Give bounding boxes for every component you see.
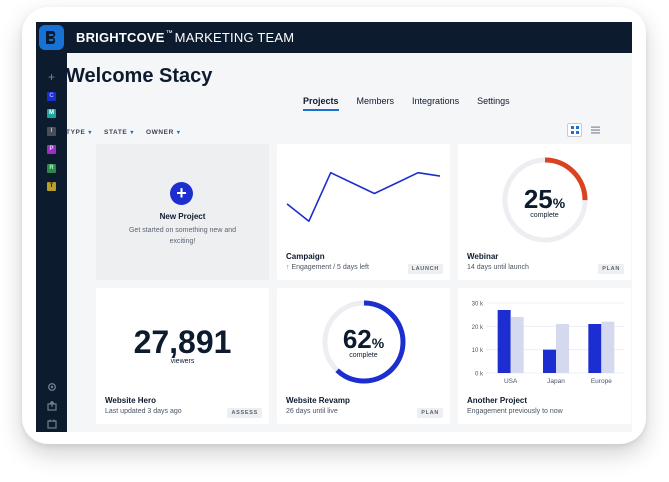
card-subtitle: ↑ Engagement / 5 days left (286, 264, 369, 271)
percent-value: 62 (342, 324, 372, 354)
ring-progress (502, 157, 588, 243)
chevron-down-icon: ▾ (88, 130, 93, 136)
viewers-count: 27,891 (133, 324, 232, 360)
status-badge: ASSESS (227, 408, 262, 418)
bar (510, 317, 524, 373)
campaign-card[interactable]: Campaign ↑ Engagement / 5 days left LAUN… (277, 144, 450, 280)
upload-icon[interactable] (44, 399, 59, 412)
team-name: MARKETING TEAM (174, 30, 295, 45)
y-tick-label: 10 k (472, 348, 484, 354)
status-badge: PLAN (417, 408, 443, 418)
view-toggle (567, 123, 603, 137)
filter-owner-label: OWNER (145, 129, 174, 136)
card-subtitle: 26 days until live (286, 408, 338, 415)
website-hero-card[interactable]: 27,891 viewers Website Hero Last updated… (96, 288, 269, 424)
campaign-line-chart (286, 171, 441, 222)
new-project-title: New Project (159, 212, 206, 221)
x-tick-label: Japan (547, 378, 565, 385)
revamp-percent: 62% (277, 324, 450, 355)
engagement-bar-chart: 30 k 20 k 10 k 0 k USA Japan Europe (472, 302, 624, 385)
workspace-chip-r[interactable]: R (47, 164, 56, 173)
website-revamp-card[interactable]: 62% complete Website Revamp 26 days unti… (277, 288, 450, 424)
bar (543, 349, 556, 373)
filter-state-label: STATE (104, 129, 128, 136)
filter-type[interactable]: TYPE ▾ (66, 129, 92, 136)
campaign-separator: / (333, 264, 336, 271)
gear-icon[interactable] (44, 380, 59, 393)
percent-sign: % (552, 195, 566, 211)
tab-settings[interactable]: Settings (477, 96, 510, 106)
y-tick-label: 20 k (472, 325, 484, 331)
card-subtitle: 14 days until launch (467, 264, 529, 271)
y-tick-label: 30 k (472, 302, 484, 308)
page-title: Welcome Stacy (66, 65, 213, 87)
status-badge: LAUNCH (407, 264, 443, 274)
trend-up-icon: ↑ (286, 264, 290, 271)
add-workspace-icon[interactable]: + (47, 70, 55, 84)
card-subtitle: Last updated 3 days ago (105, 408, 182, 415)
bar (601, 321, 615, 373)
card-title: Another Project (467, 396, 528, 405)
tab-projects[interactable]: Projects (303, 96, 339, 111)
trademark-mark: ™ (165, 30, 173, 37)
new-project-card[interactable]: + New Project Get started on something n… (96, 144, 269, 280)
bar (588, 324, 602, 373)
filter-bar: TYPE ▾ STATE ▾ OWNER ▾ (66, 129, 181, 136)
webinar-percent: 25% (458, 184, 631, 215)
bar (556, 324, 569, 373)
y-tick-label: 0 k (475, 372, 484, 378)
brand-name[interactable]: BRIGHTCOVE (76, 30, 165, 45)
status-badge: PLAN (598, 264, 624, 274)
grid-view-icon[interactable] (567, 123, 582, 137)
plus-icon[interactable]: + (170, 182, 193, 205)
workspace-chip-m[interactable]: M (47, 109, 56, 118)
x-tick-label: USA (504, 378, 518, 385)
new-project-description: Get started on something new and excitin… (128, 227, 236, 245)
filter-owner[interactable]: OWNER ▾ (146, 129, 181, 136)
tab-integrations[interactable]: Integrations (412, 96, 460, 106)
filter-state[interactable]: STATE ▾ (104, 129, 134, 136)
card-title: Webinar (467, 252, 499, 261)
workspace-chip-c[interactable]: C (47, 92, 56, 101)
card-title: Website Revamp (286, 396, 350, 405)
tab-members[interactable]: Members (356, 96, 395, 106)
card-subtitle: Engagement previously to now (467, 408, 563, 415)
campaign-metric: Engagement (291, 264, 332, 271)
card-title: Campaign (286, 252, 325, 261)
x-tick-label: Europe (591, 378, 612, 385)
workspace-chip-p[interactable]: P (47, 145, 56, 154)
top-bar: BRIGHTCOVE ™ MARKETING TEAM (67, 22, 632, 53)
webinar-progress-ring (502, 157, 588, 243)
workspace-chip-t[interactable]: T (47, 182, 56, 191)
calendar-icon[interactable] (44, 417, 59, 430)
percent-value: 25 (523, 184, 553, 214)
campaign-days-left: 5 days left (337, 264, 369, 271)
chevron-down-icon: ▾ (176, 130, 181, 136)
bar (497, 310, 511, 373)
card-title: Website Hero (105, 396, 156, 405)
list-view-icon[interactable] (588, 123, 603, 137)
complete-label: complete (349, 352, 378, 359)
tab-bar: Projects Members Integrations Settings (303, 96, 510, 111)
another-project-card[interactable]: 30 k 20 k 10 k 0 k USA Japan Europe Another Pr… (458, 288, 631, 424)
ring-progress (322, 300, 406, 384)
campaign-line (286, 171, 441, 222)
workspace-chip-i[interactable]: I (47, 127, 56, 136)
filter-type-label: TYPE (66, 129, 86, 136)
complete-label: complete (530, 212, 559, 219)
brightcove-logo-icon[interactable] (39, 25, 64, 50)
percent-sign: % (371, 335, 385, 351)
revamp-progress-ring (322, 300, 406, 384)
chevron-down-icon: ▾ (130, 130, 134, 136)
webinar-card[interactable]: 25% complete Webinar 14 days until launc… (458, 144, 631, 280)
viewers-label: viewers (170, 358, 195, 365)
